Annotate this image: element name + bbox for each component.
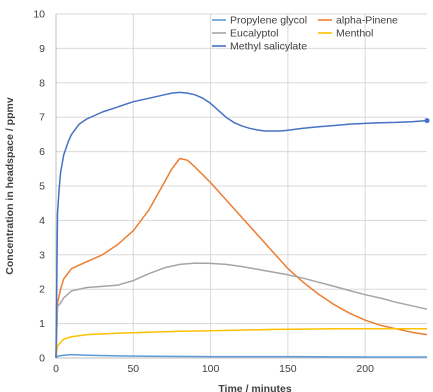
series-end-marker [424, 118, 430, 124]
y-tick-label: 4 [39, 215, 45, 227]
x-tick-label: 50 [127, 363, 139, 375]
series-lines [55, 91, 430, 359]
series-line-menthol [55, 328, 427, 359]
y-tick-label: 3 [39, 249, 45, 261]
y-tick-label: 0 [39, 353, 45, 365]
x-tick-label: 0 [53, 363, 59, 375]
legend-label-alpha-pinene: alpha-Pinene [336, 15, 398, 27]
x-tick-label: 100 [202, 363, 220, 375]
y-axis-title: Concentration in headspace / ppmv [4, 97, 16, 275]
legend-label-propylene-glycol: Propylene glycol [230, 15, 307, 27]
y-tick-label: 9 [39, 43, 45, 55]
y-tick-label: 1 [39, 318, 45, 330]
y-tick-label: 2 [39, 284, 45, 296]
series-line-methyl-salicylate [55, 91, 428, 359]
y-tick-label: 6 [39, 146, 45, 158]
x-tick-label: 150 [279, 363, 297, 375]
x-axis-title: Time / minutes [218, 383, 291, 392]
legend-label-methyl-salicylate: Methyl salicylate [230, 41, 307, 53]
y-tick-label: 7 [39, 112, 45, 124]
series-line-alpha-pinene [55, 157, 428, 359]
gridlines [56, 13, 427, 358]
y-tick-label: 10 [33, 9, 45, 21]
y-tick-label: 5 [39, 181, 45, 193]
x-tick-label: 200 [356, 363, 374, 375]
series-line-eucalyptol [55, 262, 428, 359]
series-line-propylene-glycol [55, 353, 427, 359]
legend-label-eucalyptol: Eucalyptol [230, 28, 278, 40]
y-tick-label: 8 [39, 77, 45, 89]
legend-label-menthol: Menthol [336, 28, 373, 40]
